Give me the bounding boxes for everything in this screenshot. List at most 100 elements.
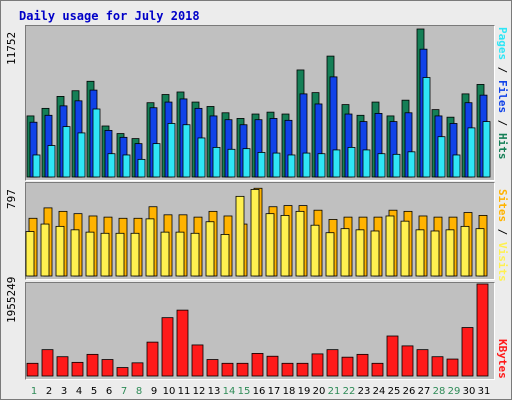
bar-sites-25	[385, 215, 395, 277]
day-label-19: 19	[298, 386, 311, 397]
bar-sites-27	[415, 229, 425, 277]
bar-kbytes-27	[416, 349, 429, 377]
day-label-9: 9	[151, 386, 157, 397]
day-label-13: 13	[208, 386, 221, 397]
bar-pages-26	[407, 151, 416, 178]
bar-pages-24	[377, 153, 386, 178]
bar-sites-2	[40, 223, 50, 277]
bar-pages-11	[182, 124, 191, 178]
bar-pages-8	[137, 158, 146, 178]
bar-pages-17	[272, 152, 281, 178]
bar-pages-4	[77, 132, 86, 178]
day-label-18: 18	[283, 386, 296, 397]
bar-pages-13	[212, 147, 221, 178]
day-label-4: 4	[76, 386, 82, 397]
bar-kbytes-19	[296, 362, 309, 377]
bar-kbytes-22	[341, 356, 354, 377]
day-label-30: 30	[463, 386, 476, 397]
day-label-12: 12	[193, 386, 206, 397]
bar-sites-31	[475, 228, 485, 277]
bar-kbytes-11	[176, 309, 189, 377]
day-label-26: 26	[403, 386, 416, 397]
bar-sites-3	[55, 225, 65, 277]
bar-sites-26	[400, 220, 410, 277]
bar-pages-6	[107, 153, 116, 178]
bar-sites-10	[160, 231, 170, 277]
day-label-1: 1	[31, 386, 37, 397]
bar-pages-3	[62, 126, 71, 178]
bar-kbytes-15	[236, 362, 249, 377]
bar-kbytes-29	[446, 358, 459, 377]
bar-kbytes-12	[191, 344, 204, 377]
day-label-11: 11	[178, 386, 191, 397]
bar-pages-23	[362, 149, 371, 178]
day-label-23: 23	[358, 386, 371, 397]
bar-pages-12	[197, 137, 206, 178]
bar-sites-5	[85, 231, 95, 277]
bar-kbytes-6	[101, 359, 114, 377]
bar-pages-15	[242, 148, 251, 178]
bar-kbytes-18	[281, 362, 294, 377]
day-label-20: 20	[313, 386, 326, 397]
bar-kbytes-30	[461, 327, 474, 377]
bar-kbytes-26	[401, 345, 414, 377]
bar-kbytes-20	[311, 353, 324, 377]
day-label-5: 5	[91, 386, 97, 397]
bar-sites-14	[220, 234, 230, 277]
day-label-24: 24	[373, 386, 386, 397]
bar-sites-17	[265, 213, 275, 277]
bar-pages-10	[167, 123, 176, 178]
bar-kbytes-7	[116, 367, 129, 377]
day-label-22: 22	[343, 386, 356, 397]
bar-pages-19	[302, 152, 311, 178]
bar-kbytes-10	[161, 317, 174, 377]
day-label-14: 14	[223, 386, 236, 397]
bar-sites-24	[370, 230, 380, 277]
bar-sites-8	[130, 232, 140, 277]
bar-sites-4	[70, 229, 80, 277]
day-label-8: 8	[136, 386, 142, 397]
bar-kbytes-24	[371, 362, 384, 377]
bar-sites-30	[460, 225, 470, 277]
day-label-17: 17	[268, 386, 281, 397]
day-label-16: 16	[253, 386, 266, 397]
bar-kbytes-21	[326, 349, 339, 377]
bar-kbytes-5	[86, 353, 99, 377]
day-label-3: 3	[61, 386, 67, 397]
day-label-7: 7	[121, 386, 127, 397]
bar-sites-7	[115, 232, 125, 277]
bar-kbytes-17	[266, 355, 279, 377]
bar-pages-20	[317, 153, 326, 178]
bar-kbytes-3	[56, 356, 69, 377]
bar-pages-7	[122, 154, 131, 178]
day-label-25: 25	[388, 386, 401, 397]
bar-pages-2	[47, 145, 56, 178]
bar-sites-13	[205, 221, 215, 277]
bar-sites-18	[280, 214, 290, 277]
day-label-28: 28	[433, 386, 446, 397]
bar-kbytes-23	[356, 353, 369, 377]
bar-kbytes-2	[41, 349, 54, 377]
bar-sites-28	[430, 230, 440, 277]
day-label-21: 21	[328, 386, 341, 397]
bar-sites-12	[190, 232, 200, 277]
bar-kbytes-14	[221, 362, 234, 377]
bar-pages-9	[152, 143, 161, 178]
bar-kbytes-8	[131, 362, 144, 377]
day-label-27: 27	[418, 386, 431, 397]
bar-pages-25	[392, 153, 401, 178]
bar-pages-22	[347, 147, 356, 178]
bar-pages-16	[257, 152, 266, 178]
bar-sites-11	[175, 231, 185, 277]
bar-kbytes-25	[386, 335, 399, 377]
chart-title: Daily usage for July 2018	[19, 9, 200, 23]
bar-sites-21	[325, 232, 335, 277]
bar-pages-28	[437, 136, 446, 178]
bar-sites-23	[355, 229, 365, 277]
bar-sites-15	[235, 195, 245, 277]
bar-sites-29	[445, 229, 455, 277]
bar-pages-21	[332, 149, 341, 178]
bar-kbytes-4	[71, 361, 84, 377]
bar-pages-27	[422, 77, 431, 178]
